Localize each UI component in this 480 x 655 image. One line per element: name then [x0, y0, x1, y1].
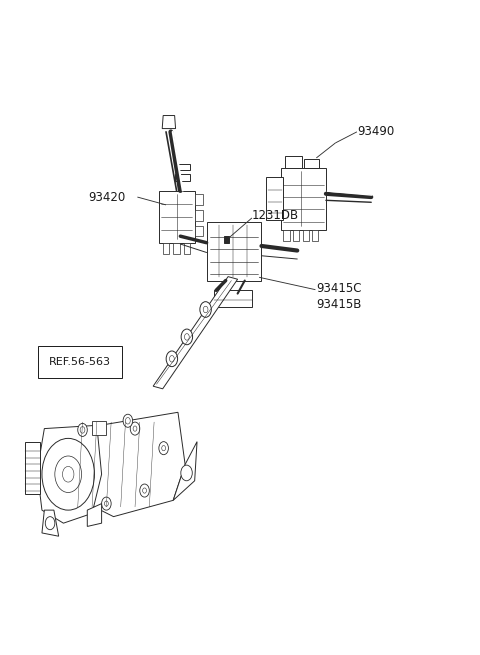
- Bar: [173, 243, 180, 254]
- Circle shape: [102, 497, 111, 510]
- Text: 93420: 93420: [88, 191, 125, 204]
- Circle shape: [181, 465, 192, 481]
- Polygon shape: [173, 441, 197, 500]
- Circle shape: [140, 484, 149, 497]
- Circle shape: [166, 351, 178, 367]
- Circle shape: [143, 488, 146, 493]
- Text: 1231DB: 1231DB: [252, 209, 299, 222]
- Bar: [302, 230, 309, 242]
- Bar: [184, 243, 191, 254]
- Text: 93415C: 93415C: [316, 282, 362, 295]
- Circle shape: [123, 414, 132, 427]
- Text: REF.56-563: REF.56-563: [49, 357, 111, 367]
- Circle shape: [169, 356, 174, 362]
- Circle shape: [159, 441, 168, 455]
- Polygon shape: [37, 425, 102, 523]
- Bar: [92, 421, 107, 435]
- Bar: [195, 210, 203, 221]
- Bar: [206, 222, 262, 280]
- Circle shape: [80, 435, 90, 448]
- Bar: [283, 230, 289, 242]
- Circle shape: [162, 445, 166, 451]
- Bar: [281, 168, 326, 230]
- Bar: [224, 236, 229, 243]
- Circle shape: [62, 466, 74, 482]
- Bar: [266, 178, 283, 220]
- Bar: [195, 195, 203, 205]
- Circle shape: [203, 307, 208, 312]
- Text: 93490: 93490: [357, 125, 394, 138]
- Circle shape: [80, 426, 85, 433]
- Bar: [159, 191, 195, 243]
- Bar: [304, 159, 319, 168]
- Polygon shape: [162, 115, 176, 128]
- Bar: [312, 230, 318, 242]
- Circle shape: [125, 417, 130, 424]
- Bar: [214, 290, 252, 307]
- Circle shape: [83, 439, 87, 444]
- Text: 93415B: 93415B: [316, 298, 362, 311]
- Circle shape: [130, 422, 140, 435]
- Bar: [195, 226, 203, 236]
- Circle shape: [133, 426, 137, 431]
- Polygon shape: [61, 412, 185, 517]
- Polygon shape: [42, 510, 59, 536]
- Bar: [175, 164, 190, 170]
- Circle shape: [78, 423, 87, 436]
- Circle shape: [45, 517, 55, 530]
- Circle shape: [55, 456, 82, 493]
- Circle shape: [42, 438, 95, 510]
- Circle shape: [200, 302, 211, 317]
- Circle shape: [184, 333, 189, 340]
- Bar: [285, 156, 302, 168]
- Circle shape: [105, 501, 108, 506]
- Bar: [175, 174, 190, 181]
- Bar: [25, 441, 39, 494]
- Bar: [163, 243, 169, 254]
- Polygon shape: [153, 276, 238, 389]
- Circle shape: [181, 329, 192, 345]
- Bar: [293, 230, 299, 242]
- Polygon shape: [87, 504, 102, 527]
